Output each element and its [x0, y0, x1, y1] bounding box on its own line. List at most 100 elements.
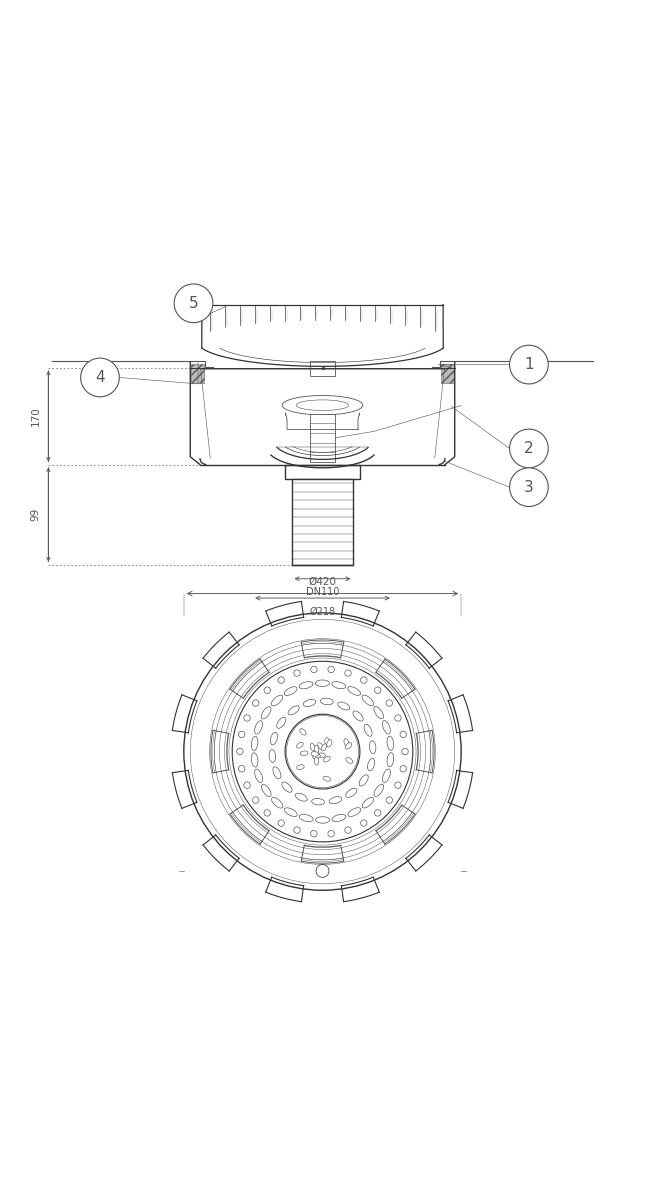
Circle shape [386, 797, 393, 803]
Circle shape [400, 766, 406, 772]
Bar [310, 414, 335, 462]
Text: Ø218: Ø218 [310, 606, 335, 617]
Circle shape [361, 820, 367, 827]
Circle shape [345, 827, 352, 833]
Ellipse shape [273, 767, 281, 779]
Ellipse shape [272, 695, 283, 706]
Circle shape [239, 766, 245, 772]
Ellipse shape [300, 751, 308, 756]
Ellipse shape [303, 700, 316, 707]
Ellipse shape [261, 785, 271, 797]
Ellipse shape [284, 686, 297, 696]
Ellipse shape [315, 817, 330, 823]
Ellipse shape [313, 754, 321, 758]
Ellipse shape [261, 707, 271, 719]
Text: 99: 99 [30, 508, 41, 521]
Ellipse shape [382, 720, 390, 734]
Ellipse shape [288, 706, 299, 715]
Bar [310, 361, 335, 376]
Ellipse shape [329, 797, 342, 804]
Text: 1: 1 [524, 358, 533, 372]
Text: 170: 170 [30, 407, 41, 426]
Text: 3: 3 [524, 480, 534, 494]
Ellipse shape [321, 744, 327, 751]
Ellipse shape [338, 702, 350, 710]
Circle shape [252, 700, 259, 707]
Ellipse shape [353, 710, 363, 721]
Ellipse shape [348, 686, 361, 695]
Circle shape [278, 820, 284, 827]
Ellipse shape [323, 776, 330, 781]
Ellipse shape [270, 732, 277, 745]
Ellipse shape [314, 745, 319, 754]
Ellipse shape [387, 752, 393, 767]
Ellipse shape [374, 707, 384, 719]
Ellipse shape [283, 396, 362, 415]
Ellipse shape [297, 743, 303, 748]
Circle shape [285, 714, 360, 788]
Ellipse shape [346, 743, 352, 749]
Ellipse shape [387, 736, 393, 750]
Circle shape [184, 613, 461, 890]
Circle shape [219, 648, 426, 854]
Circle shape [190, 619, 455, 883]
Circle shape [244, 782, 250, 788]
Text: 2: 2 [524, 440, 533, 456]
Circle shape [229, 658, 416, 845]
Ellipse shape [297, 764, 304, 769]
Bar [292, 479, 353, 564]
Ellipse shape [269, 750, 275, 762]
Circle shape [395, 715, 401, 721]
Circle shape [214, 643, 431, 860]
Ellipse shape [318, 743, 323, 750]
Circle shape [375, 810, 381, 816]
Ellipse shape [299, 815, 313, 822]
Circle shape [293, 827, 300, 833]
Ellipse shape [252, 752, 258, 767]
Ellipse shape [348, 808, 361, 816]
Text: 5: 5 [189, 296, 198, 311]
Circle shape [316, 864, 329, 877]
Ellipse shape [323, 756, 330, 762]
Circle shape [386, 700, 393, 707]
Ellipse shape [311, 751, 319, 756]
Ellipse shape [332, 815, 346, 822]
Circle shape [400, 731, 406, 738]
Circle shape [311, 666, 317, 673]
Ellipse shape [284, 808, 297, 816]
Circle shape [232, 661, 413, 842]
Ellipse shape [313, 754, 320, 758]
Bar [191, 364, 204, 383]
Circle shape [244, 715, 250, 721]
Circle shape [224, 654, 421, 850]
Ellipse shape [282, 782, 292, 792]
Circle shape [81, 358, 119, 397]
Ellipse shape [364, 725, 372, 737]
Ellipse shape [318, 752, 325, 757]
Circle shape [361, 677, 367, 683]
Ellipse shape [346, 788, 357, 797]
Text: 4: 4 [95, 370, 104, 385]
Circle shape [375, 686, 381, 694]
Circle shape [395, 782, 401, 788]
Circle shape [510, 346, 548, 384]
Ellipse shape [255, 721, 263, 734]
Circle shape [252, 797, 259, 803]
Ellipse shape [296, 400, 349, 410]
Ellipse shape [300, 728, 306, 736]
Bar [441, 364, 454, 383]
Ellipse shape [370, 740, 376, 754]
Ellipse shape [368, 758, 375, 770]
Ellipse shape [344, 739, 349, 746]
Circle shape [311, 830, 317, 836]
Circle shape [328, 666, 334, 673]
Text: Ø420: Ø420 [308, 577, 337, 587]
Ellipse shape [312, 798, 324, 805]
Circle shape [345, 670, 352, 677]
Ellipse shape [310, 744, 315, 751]
Bar [285, 464, 360, 479]
Ellipse shape [299, 682, 313, 689]
Ellipse shape [362, 695, 373, 706]
Ellipse shape [277, 718, 286, 728]
Ellipse shape [374, 785, 384, 797]
